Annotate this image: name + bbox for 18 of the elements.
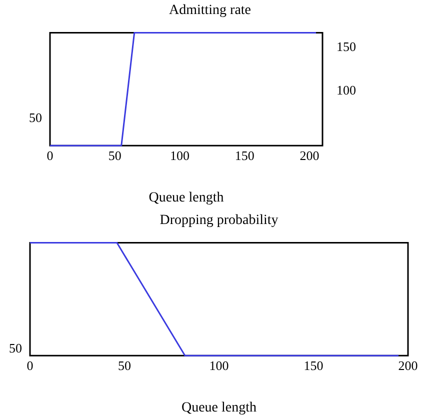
x-tick-label: 200 — [300, 148, 320, 163]
x-tick-label: 200 — [398, 358, 418, 373]
y2-tick-label: 150 — [336, 38, 356, 54]
x-tick-label: 50 — [118, 358, 131, 373]
x-axis-title: Queue length — [181, 400, 257, 416]
x-axis-title: Queue length — [148, 190, 224, 206]
y2-tick-label: 100 — [336, 82, 356, 98]
x-tick-label: 100 — [209, 358, 229, 373]
chart-title: Dropping probability — [160, 213, 278, 228]
x-tick-label: 0 — [26, 358, 34, 373]
x-tick-label: 150 — [304, 358, 324, 373]
x-tick-label: 50 — [108, 148, 122, 163]
x-tick-label: 150 — [234, 148, 254, 163]
x-tick-label: 100 — [170, 148, 190, 163]
x-tick-label: 0 — [46, 148, 54, 163]
text: 50 — [9, 340, 22, 356]
chart-title: Admitting rate — [168, 3, 252, 18]
text: 50 — [29, 110, 42, 125]
